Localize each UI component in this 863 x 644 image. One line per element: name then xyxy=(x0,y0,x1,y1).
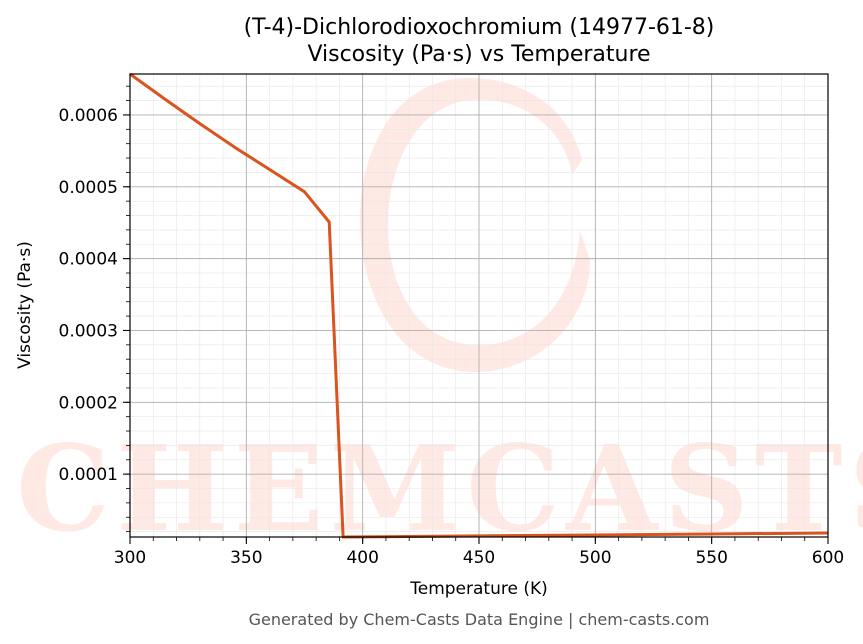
x-tick-label: 550 xyxy=(695,548,727,568)
x-tick-label: 600 xyxy=(812,548,844,568)
x-tick-label: 500 xyxy=(579,548,611,568)
y-axis-label: Viscosity (Pa·s) xyxy=(15,241,35,369)
watermark-logo-swirl xyxy=(359,78,590,372)
y-tick-label: 0.0006 xyxy=(59,106,118,126)
y-tick-label: 0.0001 xyxy=(59,465,118,485)
y-axis: 0.0001 0.0002 0.0003 0.0004 0.0005 0.0006 xyxy=(59,85,130,533)
x-tick-label: 400 xyxy=(346,548,378,568)
y-tick-label: 0.0002 xyxy=(59,393,118,413)
chart-title: (T-4)-Dichlorodioxochromium (14977-61-8) xyxy=(244,15,715,40)
x-tick-label: 350 xyxy=(230,548,262,568)
x-tick-label: 300 xyxy=(114,548,146,568)
y-tick-label: 0.0004 xyxy=(59,250,118,270)
footer-credit: Generated by Chem-Casts Data Engine | ch… xyxy=(249,610,710,629)
y-tick-label: 0.0003 xyxy=(59,321,118,341)
x-tick-label: 450 xyxy=(463,548,495,568)
x-axis-label: Temperature (K) xyxy=(409,579,548,599)
x-axis: 300 350 400 450 500 550 600 xyxy=(114,537,844,568)
series-layer xyxy=(129,72,829,539)
y-tick-label: 0.0005 xyxy=(59,178,118,198)
chart-subtitle: Viscosity (Pa·s) vs Temperature xyxy=(307,42,650,67)
watermark: CHEMCASTS xyxy=(16,78,863,558)
series-line xyxy=(129,72,829,539)
